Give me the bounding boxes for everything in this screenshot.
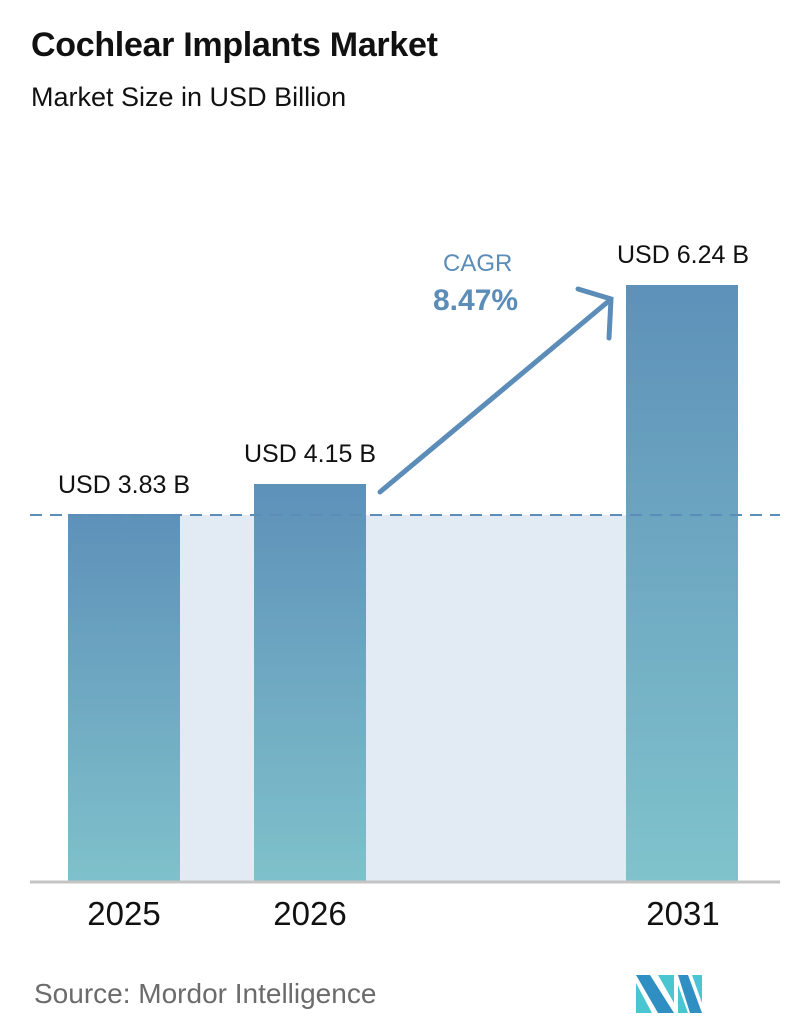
x-tick-2025: 2025 (87, 895, 161, 932)
bar-2025[interactable] (68, 514, 180, 881)
source-text: Source: Mordor Intelligence (34, 978, 377, 1009)
mordor-intelligence-logo-icon (636, 975, 702, 1013)
x-tick-2026: 2026 (273, 895, 347, 932)
bar-label-2026: USD 4.15 B (243, 440, 377, 468)
bar-2026[interactable] (254, 484, 366, 881)
bar-label-2031: USD 6.24 B (616, 241, 750, 269)
cagr-arrow-icon (377, 286, 614, 495)
cagr-label: CAGR (443, 250, 513, 277)
bar-2031[interactable] (626, 285, 738, 881)
cagr-value: 8.47% (433, 284, 519, 317)
x-tick-2031: 2031 (646, 895, 720, 932)
chart-title: Cochlear Implants Market (31, 26, 438, 64)
chart-subtitle: Market Size in USD Billion (31, 82, 347, 112)
bar-label-2025: USD 3.83 B (57, 471, 191, 499)
